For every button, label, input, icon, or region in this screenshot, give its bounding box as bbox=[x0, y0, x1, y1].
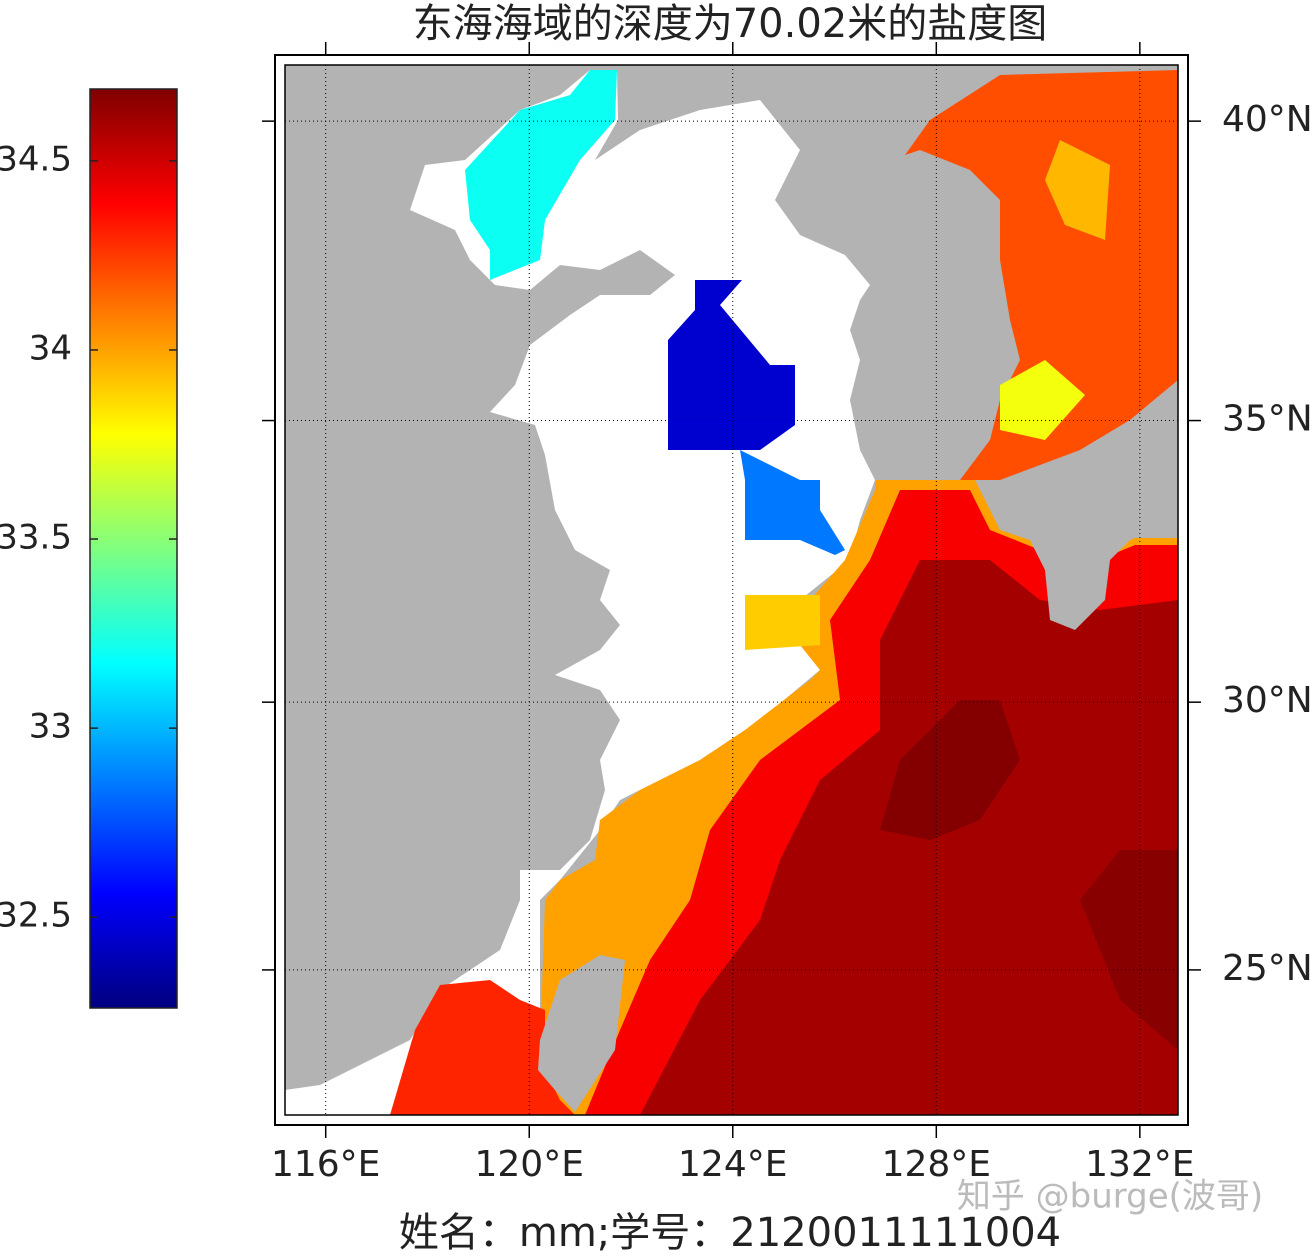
salinity-region bbox=[1045, 140, 1110, 240]
x-axis-label: 姓名：mm;学号：2120011111004 bbox=[399, 1210, 1061, 1256]
salinity-region bbox=[1080, 850, 1178, 1050]
salinity-region bbox=[880, 700, 1020, 840]
colorbar bbox=[89, 88, 178, 1009]
salinity-region bbox=[740, 450, 845, 555]
colorbar-tick-label: 33 bbox=[29, 707, 72, 747]
map-title: 东海海域的深度为70.02米的盐度图 bbox=[413, 1, 1048, 47]
land-taiwan bbox=[538, 955, 625, 1112]
land-honshu bbox=[1080, 448, 1178, 530]
salinity-region bbox=[465, 70, 617, 280]
colorbar-axis: 32.5 33 33.5 34 34.5 bbox=[0, 139, 177, 936]
salinity-field bbox=[390, 70, 1178, 1115]
x-tick-label: 116°E bbox=[271, 1144, 380, 1185]
salinity-region bbox=[668, 280, 795, 450]
colorbar-tick-label: 32.5 bbox=[0, 896, 72, 936]
watermark: 知乎 @burge(波哥) bbox=[957, 1177, 1263, 1217]
land-kyushu bbox=[1015, 490, 1130, 630]
y-tick-label: 25°N bbox=[1222, 948, 1313, 989]
x-tick-label: 120°E bbox=[475, 1144, 584, 1185]
y-tick-label: 35°N bbox=[1222, 399, 1313, 440]
salinity-region bbox=[905, 70, 1178, 480]
x-tick-label: 132°E bbox=[1085, 1144, 1194, 1185]
y-tick-label: 40°N bbox=[1222, 99, 1313, 140]
grid bbox=[285, 65, 1178, 1115]
axes: 116°E 120°E 124°E 128°E 132°E 25°N 30°N 35°N 40°… bbox=[262, 42, 1313, 1185]
x-tick-label: 124°E bbox=[678, 1144, 787, 1185]
colorbar-tick-label: 34 bbox=[29, 328, 72, 368]
salinity-region bbox=[745, 595, 820, 650]
colorbar-tick-label: 33.5 bbox=[0, 518, 72, 558]
y-tick-label: 30°N bbox=[1222, 680, 1313, 721]
colorbar-tick-label: 34.5 bbox=[0, 139, 72, 179]
x-tick-label: 128°E bbox=[882, 1144, 991, 1185]
map-frame-inner bbox=[284, 64, 1179, 1116]
salinity-region bbox=[640, 560, 1178, 1115]
salinity-region bbox=[1000, 360, 1085, 440]
map-frame-outer bbox=[274, 54, 1189, 1126]
